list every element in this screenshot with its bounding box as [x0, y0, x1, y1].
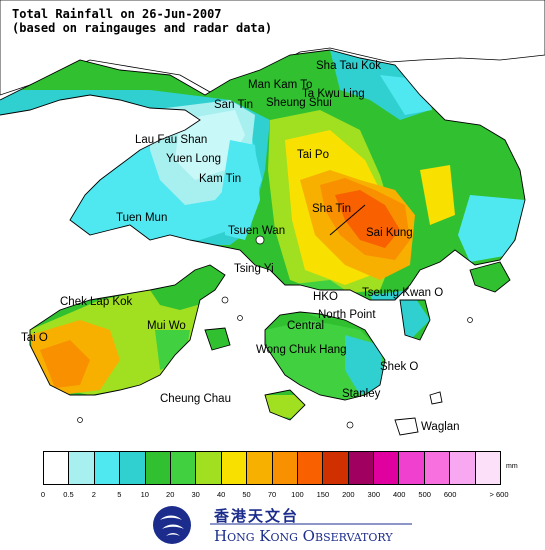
place-north-point: North Point [318, 309, 376, 321]
place-sheung-shui: Sheung Shui [266, 97, 332, 109]
legend-tick: 200 [342, 490, 355, 499]
legend-swatch [94, 452, 121, 484]
legend-tick: 40 [216, 490, 226, 499]
place-wong-chuk-hang: Wong Chuk Hang [256, 344, 347, 356]
place-sai-kung: Sai Kung [366, 227, 413, 239]
legend-tick: 100 [291, 490, 304, 499]
legend-tick: 50 [242, 490, 251, 499]
place-tai-po: Tai Po [297, 149, 329, 161]
legend-swatch [272, 452, 298, 484]
place-chek-lap-kok: Chek Lap Kok [60, 296, 133, 308]
legend-tick: 5 [117, 490, 122, 499]
place-tai-o: Tai O [21, 332, 48, 344]
legend-swatch [297, 452, 324, 484]
legend-tick: 400 [392, 490, 406, 499]
hko-logo-chinese: 香港天文台 [214, 507, 300, 525]
rainfall-legend [43, 451, 501, 485]
legend-swatch [475, 452, 501, 484]
map-title-line1: Total Rainfall on 26-Jun-2007 [12, 7, 222, 21]
legend-tick: 150 [316, 490, 330, 499]
place-ta-kwu-ling: Ta Kwu Ling [302, 88, 365, 100]
rainfall-map [0, 0, 545, 436]
legend-swatch [247, 452, 273, 484]
legend-swatch [196, 452, 222, 484]
hko-logo-english: Hong Kong Observatory [214, 527, 393, 545]
legend-tick: > 600 [489, 490, 509, 499]
place-sha-tau-kok: Sha Tau Kok [316, 60, 382, 72]
place-tuen-mun: Tuen Mun [116, 212, 168, 224]
legend-tick: 30 [191, 490, 200, 499]
place-san-tin: San Tin [214, 99, 253, 111]
legend-swatch [323, 452, 349, 484]
legend-tick: 10 [140, 490, 149, 499]
legend-tick: 2 [91, 490, 96, 499]
legend-tick: 70 [267, 490, 277, 499]
legend-tick: 0.5 [63, 490, 74, 499]
place-lau-fau-shan: Lau Fau Shan [135, 134, 208, 146]
legend-tick: 0 [40, 490, 46, 499]
legend-swatch [348, 452, 375, 484]
legend-swatch [424, 452, 451, 484]
legend-swatch [44, 452, 70, 484]
legend-swatch [170, 452, 197, 484]
legend-swatch [120, 452, 146, 484]
place-tsing-yi: Tsing Yi [234, 263, 274, 275]
place-yuen-long: Yuen Long [166, 153, 222, 165]
place-waglan: Waglan [421, 421, 460, 433]
place-man-kam-to: Man Kam To [248, 79, 313, 91]
hko-logo-icon [153, 506, 412, 544]
place-tseung-kwan-o: Tseung Kwan O [362, 287, 444, 299]
legend-swatch [145, 452, 171, 484]
legend-tick: 600 [443, 490, 457, 499]
legend-swatch [69, 452, 95, 484]
legend-swatch [221, 452, 248, 484]
place-tsuen-wan: Tsuen Wan [228, 225, 286, 237]
place-cheung-chau: Cheung Chau [160, 393, 231, 405]
legend-tick: 300 [367, 490, 381, 499]
legend-swatch [374, 452, 400, 484]
legend-swatch [399, 452, 425, 484]
place-mui-wo: Mui Wo [147, 320, 186, 332]
place-sha-tin: Sha Tin [312, 203, 351, 215]
legend-tick: 20 [166, 490, 175, 499]
legend-unit: mm [506, 463, 518, 470]
place-kam-tin: Kam Tin [199, 173, 242, 185]
place-shek-o: Shek O [380, 361, 419, 373]
place-central: Central [287, 320, 325, 332]
place-hko: HKO [313, 291, 338, 303]
map-title-line2: (based on raingauges and radar data) [12, 21, 273, 35]
legend-swatch [450, 452, 476, 484]
legend-tick: 500 [418, 490, 431, 499]
place-stanley: Stanley [342, 388, 381, 400]
